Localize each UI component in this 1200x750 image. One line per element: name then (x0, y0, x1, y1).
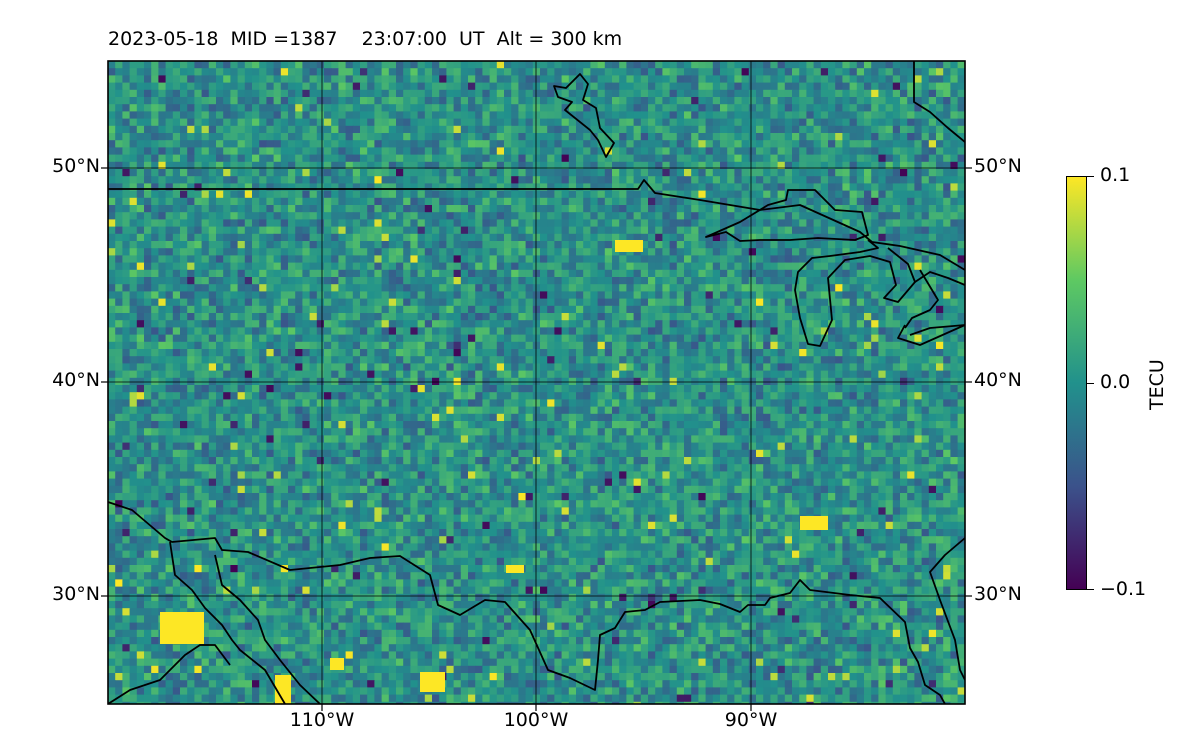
lake-huron (914, 271, 965, 286)
axis-ticks (101, 167, 972, 711)
lat-label-40n-left: 40°N (52, 369, 100, 391)
baja-peninsula (108, 644, 231, 704)
colorbar-tick-zero (1087, 383, 1094, 384)
east-canada-coast (913, 61, 965, 143)
colorbar-title: TECU (1146, 359, 1168, 410)
lake-ontario (904, 269, 939, 329)
lon-label-90w: 90°W (724, 709, 778, 731)
gulf-of-california-east (214, 554, 321, 704)
tec-cells (108, 61, 965, 704)
colorbar-gradient (1066, 176, 1087, 590)
lat-label-40n-right: 40°N (974, 369, 1022, 391)
lake-superior (705, 189, 869, 242)
florida-east (929, 537, 965, 681)
map-title: 2023-05-18 MID =1387 23:07:00 UT Alt = 3… (108, 28, 623, 50)
colorbar-tick-min (1087, 589, 1094, 590)
gulf-of-california-west (169, 541, 286, 704)
lake-erie (897, 324, 965, 346)
colorbar-label-zero: 0.0 (1100, 371, 1131, 393)
coastlines (108, 61, 965, 704)
lat-label-30n-right: 30°N (974, 583, 1022, 605)
lat-label-30n-left: 30°N (52, 583, 100, 605)
canada-us-border (108, 179, 965, 271)
colorbar-tick-max (1087, 176, 1094, 177)
colorbar-label-min: −0.1 (1100, 578, 1147, 600)
lake-michigan (794, 239, 916, 347)
lon-label-100w: 100°W (503, 709, 569, 731)
mexico-border (108, 501, 946, 704)
lat-label-50n-right: 50°N (974, 155, 1022, 177)
hudson-bay-coast (553, 73, 615, 158)
lon-label-110w: 110°W (289, 709, 355, 731)
colorbar (1066, 176, 1087, 590)
graticule (108, 61, 965, 704)
colorbar-label-max: 0.1 (1100, 164, 1131, 186)
lat-label-50n-left: 50°N (52, 155, 100, 177)
